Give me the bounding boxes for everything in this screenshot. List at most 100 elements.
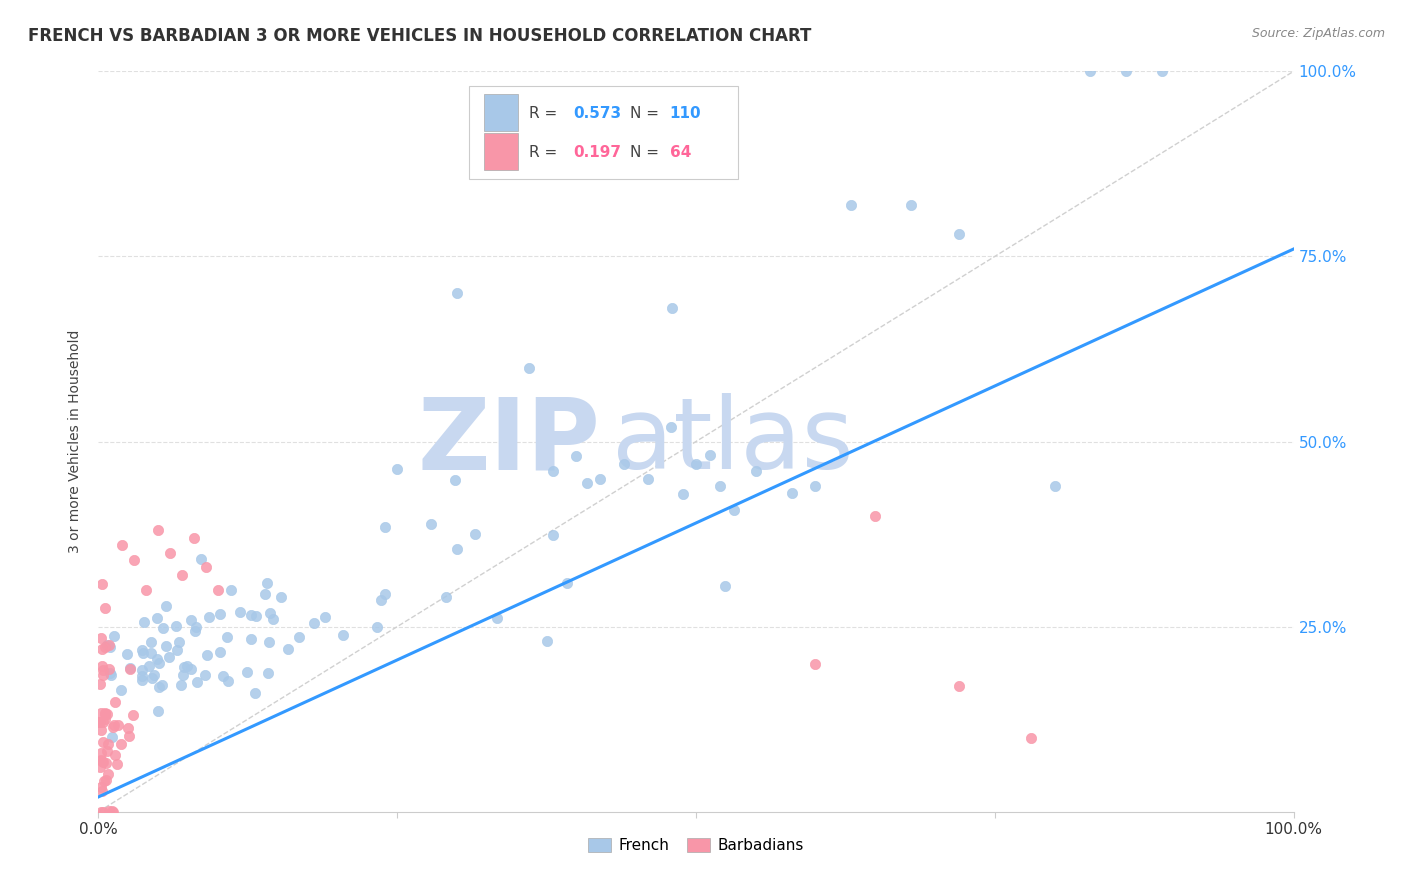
Point xyxy=(804,479,827,493)
Point xyxy=(173,660,195,674)
Point xyxy=(370,593,392,607)
Point xyxy=(98,638,121,652)
Point xyxy=(948,227,970,242)
Point xyxy=(139,634,162,648)
Point xyxy=(103,629,125,643)
Point xyxy=(111,538,134,552)
Point xyxy=(90,755,112,769)
Point xyxy=(180,662,202,676)
Point xyxy=(152,621,174,635)
FancyBboxPatch shape xyxy=(470,87,738,178)
Point xyxy=(709,479,731,493)
Point xyxy=(90,723,112,737)
Point xyxy=(90,753,112,767)
Point xyxy=(555,576,578,591)
Point xyxy=(565,450,588,464)
Point xyxy=(723,503,745,517)
Point xyxy=(94,772,117,787)
Point xyxy=(172,668,194,682)
Point xyxy=(146,611,169,625)
Point xyxy=(256,576,278,591)
Point xyxy=(135,582,157,597)
Point xyxy=(217,674,239,689)
Point xyxy=(245,608,267,623)
Point xyxy=(208,645,231,659)
Point xyxy=(277,642,299,657)
Point xyxy=(186,674,208,689)
Point xyxy=(117,722,139,736)
Point xyxy=(138,658,160,673)
Point xyxy=(96,706,118,721)
Point xyxy=(124,553,146,567)
Point xyxy=(159,546,181,560)
Point xyxy=(900,197,922,211)
Point xyxy=(685,457,707,471)
Point xyxy=(575,475,598,490)
Point xyxy=(217,630,239,644)
Point xyxy=(270,591,292,605)
Point xyxy=(804,657,827,671)
Point xyxy=(207,582,229,597)
Point xyxy=(91,663,114,677)
Text: R =: R = xyxy=(529,145,562,161)
Point xyxy=(97,737,120,751)
Point xyxy=(197,609,219,624)
Point xyxy=(94,712,117,726)
Point xyxy=(117,647,139,661)
Point xyxy=(239,608,262,623)
Text: ZIP: ZIP xyxy=(418,393,600,490)
Point xyxy=(104,748,127,763)
Point xyxy=(184,620,207,634)
Point xyxy=(150,678,173,692)
Point xyxy=(239,632,262,647)
Point xyxy=(541,527,564,541)
FancyBboxPatch shape xyxy=(485,133,517,169)
Point xyxy=(157,650,180,665)
Point xyxy=(90,631,112,645)
Point xyxy=(219,582,242,597)
Text: N =: N = xyxy=(630,106,664,121)
Point xyxy=(103,718,125,732)
Point xyxy=(190,551,212,566)
Point xyxy=(118,662,141,676)
Point xyxy=(90,577,112,591)
Point xyxy=(94,706,117,721)
Point xyxy=(419,516,441,531)
Point xyxy=(165,618,187,632)
Point xyxy=(245,686,267,700)
Point xyxy=(209,607,232,622)
Point xyxy=(485,611,508,625)
Point xyxy=(780,486,803,500)
Text: FRENCH VS BARBADIAN 3 OR MORE VEHICLES IN HOUSEHOLD CORRELATION CHART: FRENCH VS BARBADIAN 3 OR MORE VEHICLES I… xyxy=(28,27,811,45)
Point xyxy=(91,641,114,656)
Point xyxy=(366,620,388,634)
Point xyxy=(89,759,111,773)
Point xyxy=(195,560,218,574)
Point xyxy=(87,714,110,729)
Point xyxy=(661,301,683,316)
Point xyxy=(97,767,120,781)
Point xyxy=(94,640,117,655)
Text: 0.197: 0.197 xyxy=(572,145,621,161)
Point xyxy=(90,780,112,794)
Text: Source: ZipAtlas.com: Source: ZipAtlas.com xyxy=(1251,27,1385,40)
Point xyxy=(176,659,198,673)
Point xyxy=(167,635,190,649)
Point xyxy=(104,695,127,709)
Point xyxy=(131,642,153,657)
Point xyxy=(1115,64,1137,78)
Point xyxy=(148,524,170,538)
Point xyxy=(148,656,170,670)
Point xyxy=(141,671,163,685)
Point xyxy=(97,804,120,818)
Point xyxy=(98,665,121,680)
Point xyxy=(699,448,721,462)
Point xyxy=(100,667,122,681)
Point xyxy=(332,628,354,642)
Point xyxy=(98,662,121,676)
Point xyxy=(841,197,863,211)
Point xyxy=(865,508,887,523)
Point xyxy=(304,616,326,631)
Point xyxy=(146,652,169,666)
Point xyxy=(94,601,117,615)
